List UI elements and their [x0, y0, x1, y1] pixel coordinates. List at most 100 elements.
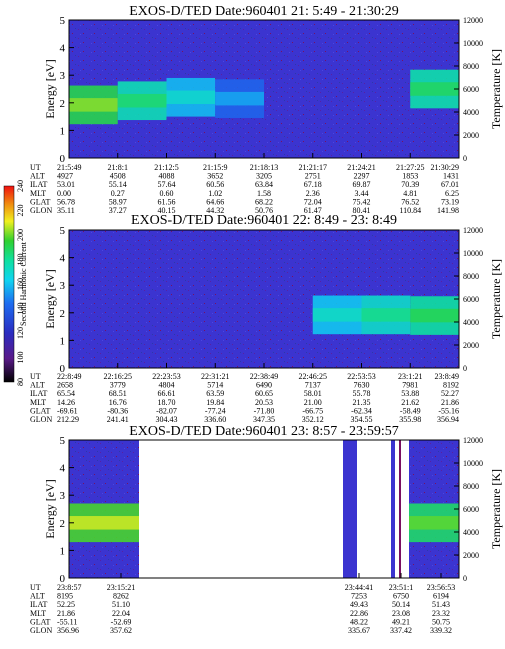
ephemeris-value: 2297 [354, 172, 370, 181]
ephemeris-label: GLON [30, 206, 52, 215]
energy-band-core [410, 82, 459, 96]
y2-tick-label: 2000 [463, 551, 479, 560]
ephemeris-value: 4927 [57, 172, 73, 181]
y2-tick-label: 2000 [463, 131, 479, 140]
ephemeris-value: 7981 [402, 381, 418, 390]
energy-band-core [69, 516, 139, 530]
ephemeris-value: -82.07 [156, 406, 177, 415]
ephemeris-value: 6490 [256, 381, 272, 390]
y-tick-label: 3 [60, 490, 66, 502]
ephemeris-value: 52.25 [57, 600, 75, 609]
panel-title: EXOS-D/TED Date:960401 23: 8:57 - 23:59:… [129, 424, 398, 439]
colorbar-tick-label: 140 [16, 303, 25, 315]
ephemeris-label: UT [30, 163, 41, 172]
ephemeris-value: 8192 [443, 381, 459, 390]
ephemeris-value: 73.19 [441, 197, 459, 206]
ephemeris-value: -69.61 [57, 406, 78, 415]
y-tick-label: 4 [60, 253, 66, 265]
ephemeris-value: 4088 [159, 172, 175, 181]
ephemeris-value: 1853 [402, 172, 418, 181]
ephemeris-value: 1431 [443, 172, 459, 181]
y2-tick-label: 2000 [463, 341, 479, 350]
y2-tick-label: 10000 [463, 39, 483, 48]
y2-tick-label: 12000 [463, 226, 483, 235]
ephemeris-value: -80.36 [107, 406, 128, 415]
ephemeris-value: -52.69 [111, 617, 132, 626]
ephemeris-value: 52.27 [441, 389, 459, 398]
panel-2: EXOS-D/TED Date:960401 22: 8:49 - 23: 8:… [30, 213, 503, 424]
y-tick-label: 3 [60, 280, 66, 292]
y2-axis-label: Temperature [K] [489, 49, 503, 129]
ephemeris-value: 68.22 [255, 197, 273, 206]
y-tick-label: 2 [60, 518, 66, 530]
ephemeris-value: 22:38:49 [250, 372, 278, 381]
ephemeris-value: 304.43 [156, 415, 178, 424]
data-strip [391, 440, 395, 578]
ephemeris-value: 60.65 [255, 389, 273, 398]
ephemeris-label: ILAT [30, 180, 47, 189]
y-tick-label: 2 [60, 98, 66, 110]
y2-tick-label: 6000 [463, 85, 479, 94]
ephemeris-value: 51.43 [432, 600, 450, 609]
ephemeris-value: 40.15 [158, 206, 176, 215]
ephemeris-value: 16.76 [109, 398, 127, 407]
ephemeris-value: 63.84 [255, 180, 273, 189]
ephemeris-value: 4.81 [403, 189, 417, 198]
ephemeris-label: UT [30, 583, 41, 592]
y2-tick-label: 12000 [463, 436, 483, 445]
ephemeris-value: 7253 [351, 592, 367, 601]
ephemeris-value: -62.34 [351, 406, 372, 415]
y2-tick-label: 12000 [463, 16, 483, 25]
ephemeris-value: 7137 [305, 381, 321, 390]
ephemeris-value: 67.18 [304, 180, 322, 189]
y-tick-label: 1 [60, 335, 66, 347]
ephemeris-value: 21.35 [353, 398, 371, 407]
ephemeris-value: 3.44 [355, 189, 369, 198]
ephemeris-value: 57.64 [158, 180, 176, 189]
y-tick-label: 0 [60, 363, 66, 375]
ephemeris-value: 339.32 [430, 626, 452, 635]
ephemeris-value: 22:53:53 [347, 372, 375, 381]
ephemeris-value: 75.42 [353, 197, 371, 206]
ephemeris-value: 22:16:25 [104, 372, 132, 381]
ephemeris-value: -55.11 [57, 617, 77, 626]
ephemeris-value: 65.54 [57, 389, 75, 398]
ephemeris-value: 60.56 [206, 180, 224, 189]
y-tick-label: 2 [60, 308, 66, 320]
ephemeris-value: 23:8:57 [57, 583, 81, 592]
ephemeris-value: 21:30:29 [431, 163, 459, 172]
ephemeris-value: 58.01 [304, 389, 322, 398]
ephemeris-value: 50.76 [255, 206, 273, 215]
ephemeris-value: 22:8:49 [57, 372, 81, 381]
ephemeris-value: 21.86 [57, 609, 75, 618]
ephemeris-value: 21:24:21 [347, 163, 375, 172]
ephemeris-label: ALT [30, 172, 45, 181]
ephemeris-value: 22:23:53 [152, 372, 180, 381]
ephemeris-label: ALT [30, 381, 45, 390]
y-axis-label: Energy [eV] [43, 479, 57, 538]
ephemeris-value: 22:31:21 [201, 372, 229, 381]
y-tick-label: 5 [60, 15, 66, 27]
ephemeris-value: 55.78 [353, 389, 371, 398]
ephemeris-label: MLT [30, 609, 46, 618]
ephemeris-value: 61.56 [158, 197, 176, 206]
ephemeris-value: 0.27 [111, 189, 125, 198]
ephemeris-label: MLT [30, 398, 46, 407]
ephemeris-value: 3205 [256, 172, 272, 181]
ephemeris-value: 56.78 [57, 197, 75, 206]
ephemeris-value: 22:46:25 [299, 372, 327, 381]
ephemeris-value: 336.60 [204, 415, 226, 424]
ephemeris-value: 1.58 [257, 189, 271, 198]
y2-axis-label: Temperature [K] [489, 259, 503, 339]
y-tick-label: 4 [60, 463, 66, 475]
ephemeris-value: 22.04 [112, 609, 130, 618]
colorbar-tick-label: 220 [16, 205, 25, 217]
ephemeris-value: 21:15:9 [203, 163, 227, 172]
ephemeris-value: -58.49 [400, 406, 421, 415]
ephemeris-value: 3652 [207, 172, 223, 181]
ephemeris-value: -71.80 [254, 406, 275, 415]
ephemeris-value: 4508 [110, 172, 126, 181]
ephemeris-value: 68.51 [109, 389, 127, 398]
y2-tick-label: 0 [463, 154, 467, 163]
ephemeris-value: 23:1:21 [398, 372, 422, 381]
